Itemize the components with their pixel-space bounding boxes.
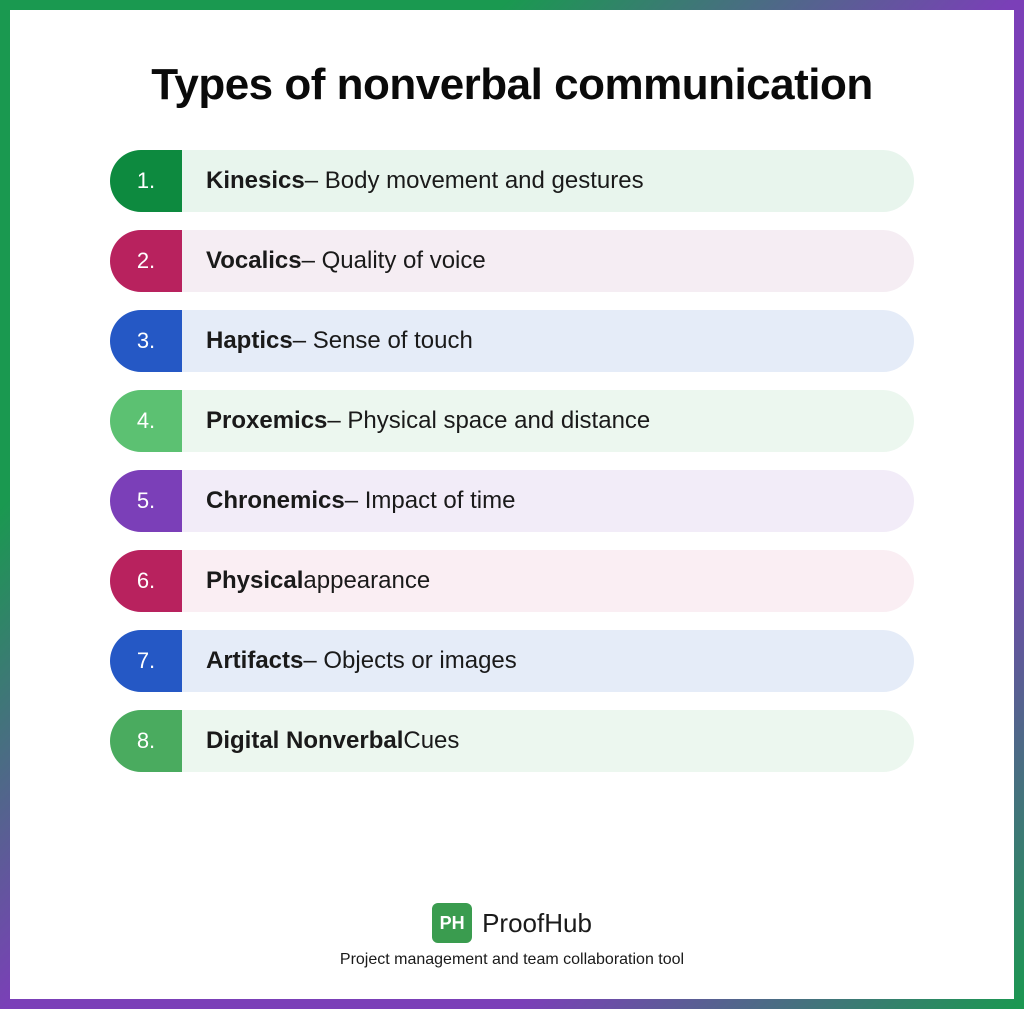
item-term: Haptics xyxy=(206,327,293,355)
brand-tagline: Project management and team collaboratio… xyxy=(340,951,684,969)
item-content: Digital Nonverbal Cues xyxy=(182,710,914,772)
list-item: 8. Digital Nonverbal Cues xyxy=(110,710,914,772)
number-badge: 7. xyxy=(110,630,182,692)
list-item: 7. Artifacts – Objects or images xyxy=(110,630,914,692)
page-title: Types of nonverbal communication xyxy=(60,60,964,110)
item-description: – Sense of touch xyxy=(293,327,473,355)
item-content: Artifacts – Objects or images xyxy=(182,630,914,692)
list-item: 6. Physical appearance xyxy=(110,550,914,612)
item-term: Proxemics xyxy=(206,407,327,435)
number-badge: 8. xyxy=(110,710,182,772)
brand: PH ProofHub xyxy=(432,903,592,943)
number-badge: 5. xyxy=(110,470,182,532)
items-list: 1. Kinesics – Body movement and gestures… xyxy=(60,150,964,883)
item-description: – Quality of voice xyxy=(302,247,486,275)
infographic-container: Types of nonverbal communication 1. Kine… xyxy=(10,10,1014,999)
item-term: Artifacts xyxy=(206,647,303,675)
list-item: 1. Kinesics – Body movement and gestures xyxy=(110,150,914,212)
footer: PH ProofHub Project management and team … xyxy=(60,903,964,969)
list-item: 3. Haptics – Sense of touch xyxy=(110,310,914,372)
item-description: Cues xyxy=(403,727,459,755)
list-item: 4. Proxemics – Physical space and distan… xyxy=(110,390,914,452)
item-content: Physical appearance xyxy=(182,550,914,612)
item-description: – Objects or images xyxy=(303,647,516,675)
list-item: 5. Chronemics – Impact of time xyxy=(110,470,914,532)
item-term: Chronemics xyxy=(206,487,345,515)
item-description: – Impact of time xyxy=(345,487,516,515)
number-badge: 4. xyxy=(110,390,182,452)
item-description: – Physical space and distance xyxy=(327,407,650,435)
number-badge: 2. xyxy=(110,230,182,292)
item-content: Kinesics – Body movement and gestures xyxy=(182,150,914,212)
item-term: Kinesics xyxy=(206,167,305,195)
number-badge: 3. xyxy=(110,310,182,372)
item-content: Haptics – Sense of touch xyxy=(182,310,914,372)
number-badge: 1. xyxy=(110,150,182,212)
item-content: Vocalics – Quality of voice xyxy=(182,230,914,292)
item-description: appearance xyxy=(303,567,430,595)
number-badge: 6. xyxy=(110,550,182,612)
item-content: Proxemics – Physical space and distance xyxy=(182,390,914,452)
item-term: Vocalics xyxy=(206,247,302,275)
list-item: 2. Vocalics – Quality of voice xyxy=(110,230,914,292)
item-content: Chronemics – Impact of time xyxy=(182,470,914,532)
brand-name: ProofHub xyxy=(482,908,592,939)
item-term: Physical xyxy=(206,567,303,595)
item-description: – Body movement and gestures xyxy=(305,167,644,195)
item-term: Digital Nonverbal xyxy=(206,727,403,755)
brand-logo-icon: PH xyxy=(432,903,472,943)
